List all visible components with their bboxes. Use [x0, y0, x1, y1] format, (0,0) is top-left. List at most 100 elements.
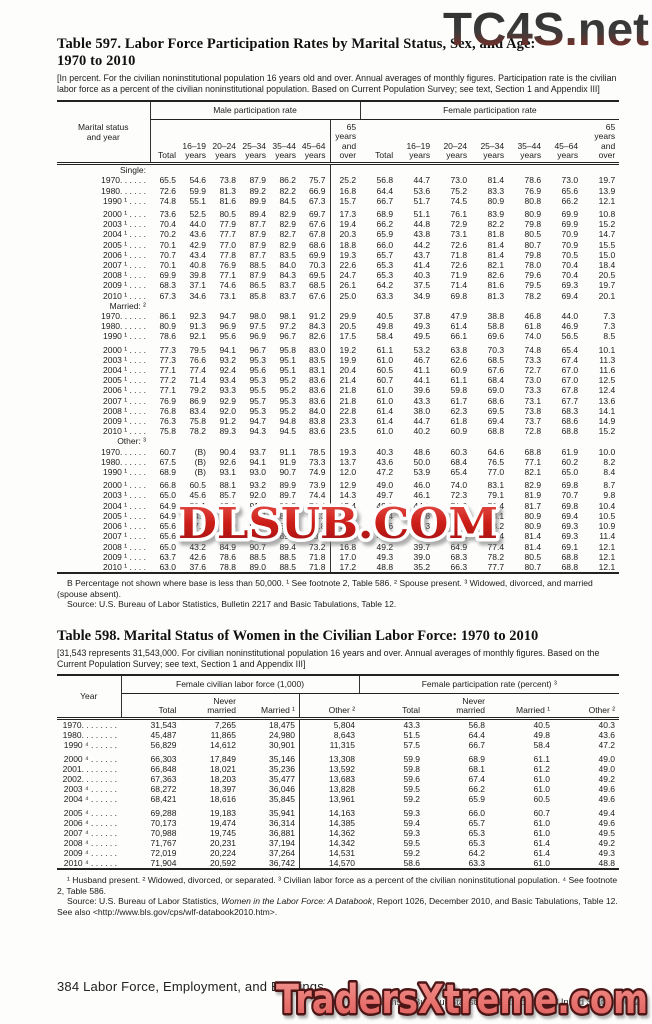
table-cell: 14.9 [598, 416, 616, 427]
table-cell: 49.5 [376, 531, 394, 542]
table-row: 2009 ⁴ . . . . . . 72,019 20,224 37,264 14,5… [57, 848, 619, 859]
table-cell: 17.5 [339, 331, 357, 342]
source-italic-title: Women in the Labor Force: A Databook [221, 896, 373, 907]
table-cell: 68.6 [487, 395, 505, 406]
table-cell: 61.0 [376, 395, 394, 406]
table-row: 1990 ¹ . . . . 78.6 92.1 95.6 96.9 96.7 82.6 17… [57, 331, 619, 342]
table-cell: 2009 ¹ . . . . [103, 280, 146, 291]
table-cell: 79.5 [524, 280, 542, 291]
table-cell: 46.9 [561, 321, 579, 332]
table-cell: 56,829 [150, 740, 177, 751]
table-cell: 19,745 [210, 828, 236, 839]
table-cell: 37,264 [240, 848, 300, 859]
table-cell: 61.0 [533, 858, 551, 869]
table-598: Year Female civilian labor force (1,000)… [57, 673, 620, 871]
table-cell: 69.5 [300, 270, 331, 281]
table-cell: 71.4 [450, 280, 468, 291]
table-cell: 20,231 [210, 838, 236, 849]
table-cell [210, 164, 240, 176]
table-cell: 46.0 [413, 480, 431, 491]
table-cell: 67,363 [150, 774, 177, 785]
table-cell [545, 301, 582, 311]
table-cell: 74.5 [450, 195, 468, 206]
table-cell: 2006 ¹ . . . . [103, 521, 146, 532]
table-cell: 63.3 [376, 290, 394, 301]
table-cell: 59.2 [403, 848, 421, 859]
table-cell: 64.9 [450, 541, 468, 552]
table-cell: 14,163 [329, 808, 356, 819]
table-cell: 43.3 [413, 395, 431, 406]
table-cell: 90.4 [219, 446, 236, 457]
table-cell: 92.1 [249, 531, 266, 542]
table-cell: 72.7 [524, 365, 542, 376]
table-cell: 68.4 [487, 375, 505, 386]
table-cell: 23.3 [339, 416, 357, 427]
table-cell: 19.3 [339, 446, 357, 457]
table-cell: 91.4 [249, 510, 266, 521]
table-cell: (B) [194, 456, 206, 467]
table-cell: 93.2 [249, 480, 266, 491]
table-cell: 70.9 [450, 510, 468, 521]
table598-title: Table 598. Marital Status of Women in th… [57, 627, 539, 644]
table-cell: 66.7 [376, 195, 394, 206]
column-header: 65 years and over [330, 119, 361, 166]
table-cell: 12.4 [598, 385, 616, 396]
table-cell: 20.3 [339, 229, 357, 240]
table-cell: 86.0 [219, 521, 236, 532]
table-row: 1980. . . . . . . . 45,487 11,865 24,980 8,6… [57, 730, 619, 741]
table-cell: 49.0 [376, 480, 394, 491]
column-header: 25–34 years [471, 119, 509, 166]
table-cell: 61.4 [533, 838, 551, 849]
table-cell: 17.0 [339, 551, 357, 562]
table-cell: 59.9 [403, 754, 421, 765]
table-cell: 89.4 [279, 541, 296, 552]
table-cell: 58.4 [376, 331, 394, 342]
table-cell: 24.7 [339, 270, 357, 281]
table-cell: 2009 ¹ . . . . [103, 551, 146, 562]
table-cell: 8.4 [603, 467, 616, 478]
table-row: 2010 ¹ . . . . 67.3 34.6 73.1 85.8 83.7 67.6 25… [57, 290, 619, 301]
table-cell: 61.1 [450, 375, 468, 386]
table-cell: 2010 ⁴ . . . . . . [63, 858, 117, 869]
table-cell: 83.3 [487, 185, 505, 196]
table-cell: 90.7 [279, 467, 296, 478]
table-cell: 56.5 [561, 331, 579, 342]
table-cell: 98.0 [249, 311, 266, 322]
labor-force-group-header: Female civilian labor force (1,000) [121, 674, 360, 694]
table-cell: 87.9 [249, 239, 266, 250]
table-cell: 61.0 [376, 385, 394, 396]
table-cell [434, 436, 471, 446]
table-row: 2009 ¹ . . . . 63.7 42.6 78.6 88.5 88.5 71.8 17… [57, 551, 619, 562]
table-cell: 89.5 [279, 500, 296, 511]
table-cell: 42.6 [189, 551, 206, 562]
table-cell [330, 301, 360, 311]
table-cell: 81.6 [487, 280, 505, 291]
table-cell: 76.9 [524, 185, 542, 196]
table-cell: 18,021 [210, 764, 236, 775]
table-cell: 12.1 [598, 195, 616, 206]
table-cell: 59.3 [403, 808, 421, 819]
table-cell: 95.1 [279, 365, 296, 376]
table-cell: 65.5 [159, 175, 176, 186]
table-cell: 18,397 [210, 784, 236, 795]
table-cell: 1990 ⁴ . . . . . . [63, 740, 117, 751]
table-cell [434, 301, 471, 311]
table-cell: 54.9 [189, 510, 206, 521]
table-cell: 65.3 [376, 260, 394, 271]
table-cell: 10.9 [598, 521, 616, 532]
table-cell: 40.8 [189, 260, 206, 271]
table-cell: 37.6 [189, 561, 206, 572]
table-cell: 68,421 [150, 794, 177, 805]
table-cell: 83.5 [279, 249, 296, 260]
table-cell: 2008 ¹ . . . . [103, 270, 146, 281]
table-cell: 49.5 [598, 828, 616, 839]
table-cell: 69.8 [561, 500, 579, 511]
table-cell [240, 301, 270, 311]
table-cell: 42.9 [189, 239, 206, 250]
table-cell: 69.9 [159, 270, 176, 281]
table-cell: 63.3 [468, 858, 486, 869]
table-cell: 68.4 [450, 456, 468, 467]
table-cell: 53.1 [189, 500, 206, 511]
table-cell: 5,804 [333, 720, 356, 731]
